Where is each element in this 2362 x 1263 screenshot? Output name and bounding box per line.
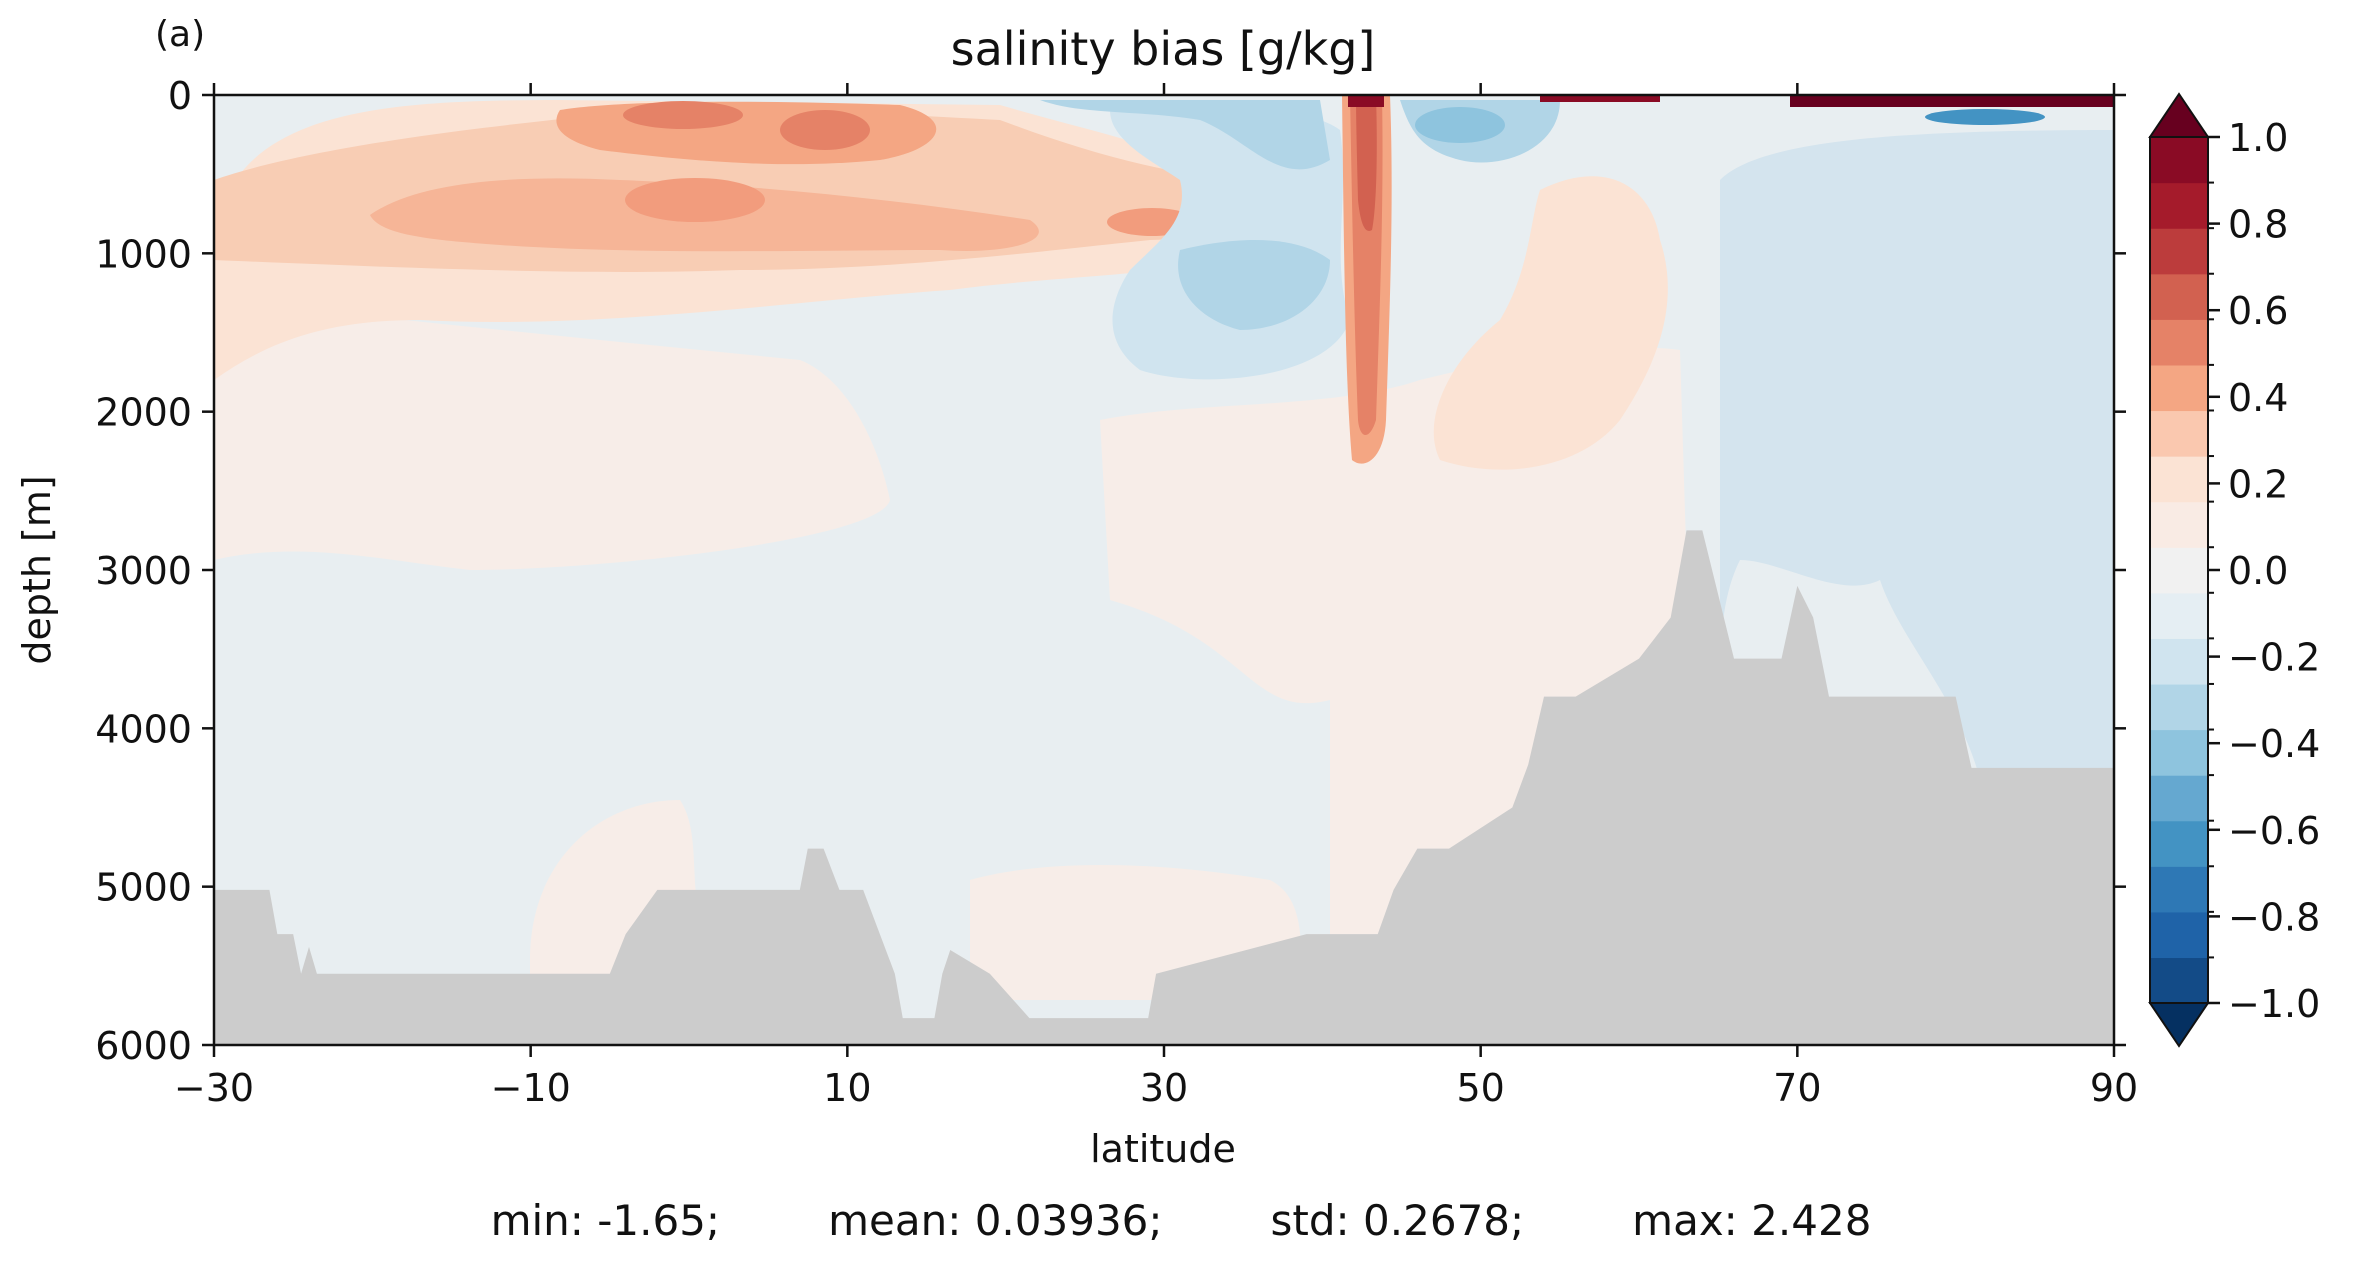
colorbar-swatch [2150, 729, 2208, 776]
colorbar-swatch [2150, 547, 2208, 594]
field-upper-west-positive [214, 300, 890, 570]
colorbar-swatch [2150, 911, 2208, 959]
colorbar-swatch [2150, 592, 2208, 639]
colorbar-swatch [2150, 775, 2208, 822]
x-tick-label: 30 [1140, 1066, 1188, 1110]
ocean-floor-bathymetry [214, 530, 2114, 1045]
colorbar-tick-label: −0.8 [2228, 895, 2320, 939]
y-tick-label: 3000 [95, 549, 192, 593]
field-surface-saltier-mid [1540, 95, 1660, 102]
y-axis: 0 1000 2000 3000 4000 5000 6000 [95, 74, 2126, 1068]
field-fresh-east-core [1415, 107, 1505, 143]
x-tick-label: 10 [823, 1066, 871, 1110]
chart-title: salinity bias [g/kg] [951, 22, 1376, 76]
y-tick-label: 4000 [95, 707, 192, 751]
field-column-top [1348, 95, 1384, 107]
colorbar-tick-label: 0.6 [2228, 289, 2288, 333]
colorbar-swatch [2150, 410, 2208, 457]
colorbar-under-extension [2148, 1002, 2210, 1048]
colorbar: 1.0 0.8 0.6 0.4 0.2 0.0 −0.2 −0.4 −0.6 −0.8 −1.0 [2148, 92, 2320, 1048]
colorbar-swatch [2150, 364, 2208, 412]
field-fresh-arctic [1720, 130, 2114, 780]
field-fresh-near-surface [1040, 100, 1330, 170]
y-tick-label: 0 [168, 74, 192, 118]
colorbar-swatch [2150, 456, 2208, 503]
colorbar-swatch [2150, 137, 2208, 184]
stat-min: min: -1.65; [490, 1196, 721, 1245]
colorbar-swatch [2150, 182, 2208, 229]
stat-max: max: 2.428 [1632, 1196, 1872, 1245]
y-tick-label: 1000 [95, 232, 192, 276]
colorbar-tick-label: 1.0 [2228, 116, 2288, 160]
x-tick-label: −30 [174, 1066, 254, 1110]
field-warm-core-2 [780, 110, 870, 150]
x-tick-label: 90 [2090, 1066, 2138, 1110]
stat-mean: mean: 0.03936; [828, 1196, 1163, 1245]
field-salty-band [1433, 176, 1668, 470]
colorbar-swatch [2150, 273, 2208, 320]
colorbar-tick-label: −1.0 [2228, 982, 2320, 1026]
panel-label: (a) [155, 14, 205, 55]
stat-std: std: 0.2678; [1270, 1196, 1525, 1245]
colorbar-swatch [2150, 820, 2208, 867]
y-tick-label: 2000 [95, 391, 192, 435]
colorbar-tick-label: 0.0 [2228, 549, 2288, 593]
y-tick-label: 6000 [95, 1024, 192, 1068]
plot-area [214, 95, 2114, 1045]
field-warm-core-1 [623, 101, 743, 129]
x-tick-label: 50 [1456, 1066, 1504, 1110]
colorbar-over-extension [2148, 92, 2210, 138]
colorbar-swatch [2150, 228, 2208, 275]
x-axis: −30 −10 10 30 50 70 90 [174, 83, 2138, 1110]
colorbar-swatch [2150, 501, 2208, 548]
colorbar-swatch [2150, 683, 2208, 731]
colorbar-tick-label: 0.8 [2228, 203, 2288, 247]
y-tick-label: 5000 [95, 866, 192, 910]
colorbar-swatch [2150, 319, 2208, 366]
colorbar-swatch [2150, 957, 2208, 1004]
statistics-line: min: -1.65; mean: 0.03936; std: 0.2678; max… [0, 1196, 2362, 1256]
x-axis-label: latitude [1090, 1127, 1236, 1171]
colorbar-tick-label: −0.2 [2228, 636, 2320, 680]
field-surface-saltier-arctic [1790, 95, 2114, 107]
field-fresh-lens-inner [1178, 240, 1330, 330]
field-warm-core-3 [625, 178, 765, 222]
x-tick-label: −10 [491, 1066, 571, 1110]
field-column-core [1356, 95, 1377, 231]
x-tick-label: 70 [1773, 1066, 1821, 1110]
field-arctic-fresh-surface [1925, 109, 2045, 125]
colorbar-tick-label: 0.4 [2228, 376, 2288, 420]
colorbar-tick-label: −0.4 [2228, 722, 2320, 766]
colorbar-swatch [2150, 866, 2208, 913]
colorbar-tick-label: −0.6 [2228, 809, 2320, 853]
colorbar-swatch [2150, 638, 2208, 685]
colorbar-tick-label: 0.2 [2228, 462, 2288, 506]
y-axis-label: depth [m] [15, 475, 59, 664]
